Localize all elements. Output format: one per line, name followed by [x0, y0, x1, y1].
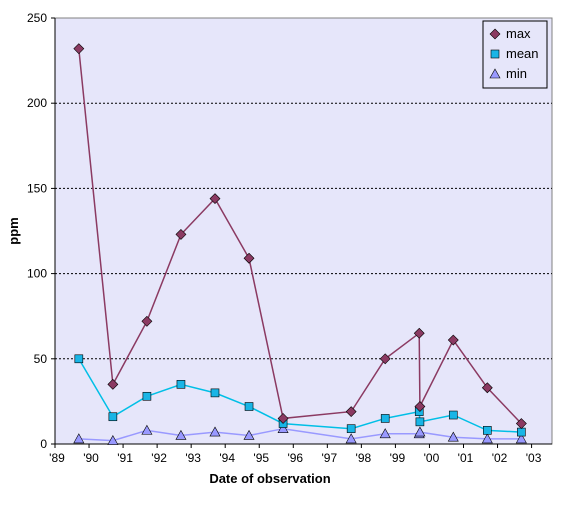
series-line-min [78, 427, 522, 442]
data-point-max [107, 378, 119, 390]
series-line-mean [78, 358, 522, 433]
data-point-max [175, 228, 187, 240]
x-tick-label: '03 [526, 451, 542, 465]
data-point-mean [448, 410, 458, 420]
data-point-min [481, 433, 493, 444]
data-point-mean [210, 388, 220, 398]
series-mean [74, 354, 526, 437]
data-point-min [277, 423, 289, 433]
x-tick-label: '93 [185, 451, 201, 465]
data-point-max [141, 315, 153, 327]
data-point-mean [517, 427, 526, 437]
y-axis-title: ppm [6, 217, 21, 244]
data-point-mean [176, 380, 186, 389]
legend: max mean min [482, 20, 548, 89]
series-min [73, 423, 527, 445]
data-point-min [73, 433, 85, 444]
y-tick-label: 100 [27, 267, 47, 281]
data-point-min [447, 431, 459, 442]
data-point-min [175, 429, 187, 440]
x-tick-label: '94 [219, 451, 235, 465]
data-point-max [413, 327, 425, 339]
data-point-max [345, 406, 357, 418]
data-point-min [379, 428, 391, 439]
x-axis-ticks: '89 '90 '91 '92 '93 '94 '95 '96 '97 '98 '99 '00 '01 '… [49, 443, 552, 465]
y-tick-label: 200 [27, 96, 47, 110]
data-point-mean [108, 412, 118, 422]
data-point-max [481, 382, 493, 394]
series-max [73, 43, 527, 429]
data-point-max [515, 418, 527, 429]
x-tick-label: '98 [356, 451, 372, 465]
y-axis-ticks: 0 50 100 150 200 250 [27, 11, 56, 451]
data-point-max [243, 252, 255, 264]
x-tick-label: '99 [390, 451, 406, 465]
data-point-min [107, 434, 119, 445]
x-tick-label: '89 [49, 451, 65, 465]
x-tick-label: '02 [492, 451, 508, 465]
data-point-mean [415, 417, 425, 427]
y-tick-label: 50 [34, 352, 48, 366]
data-point-max [73, 43, 85, 55]
legend-marker-max [489, 28, 501, 40]
data-point-min [141, 424, 153, 435]
legend-label-mean: mean [506, 46, 539, 61]
data-point-min [515, 433, 527, 444]
x-tick-label: '91 [117, 451, 133, 465]
data-point-max [379, 353, 391, 365]
plot-area [54, 17, 553, 445]
legend-marker-mean [490, 49, 500, 59]
x-tick-label: '01 [458, 451, 474, 465]
legend-label-max: max [506, 26, 531, 41]
data-point-min [243, 429, 255, 440]
legend-label-min: min [506, 66, 527, 81]
x-tick-label: '00 [424, 451, 440, 465]
data-point-max [209, 193, 221, 205]
data-point-mean [74, 354, 84, 364]
data-point-min [209, 426, 221, 437]
y-tick-label: 250 [27, 11, 47, 25]
data-point-min [414, 426, 426, 437]
data-point-max [447, 334, 459, 346]
data-series [73, 43, 527, 445]
data-point-max [414, 401, 426, 412]
data-point-mean [483, 426, 492, 435]
x-tick-label: '90 [83, 451, 99, 465]
x-axis-title: Date of observation [209, 471, 330, 486]
data-point-mean [380, 414, 390, 423]
y-tick-label: 0 [40, 437, 47, 451]
legend-marker-min [489, 68, 501, 79]
x-tick-label: '95 [253, 451, 269, 465]
data-point-mean [244, 402, 254, 411]
data-point-min [345, 433, 357, 444]
x-tick-label: '97 [322, 451, 338, 465]
gridlines [55, 102, 552, 360]
x-tick-label: '96 [287, 451, 303, 465]
y-tick-label: 150 [27, 181, 47, 195]
data-point-max [277, 413, 289, 424]
series-line-max [78, 48, 522, 425]
data-point-mean [142, 391, 152, 401]
x-tick-label: '92 [151, 451, 167, 465]
data-point-mean [346, 424, 356, 433]
